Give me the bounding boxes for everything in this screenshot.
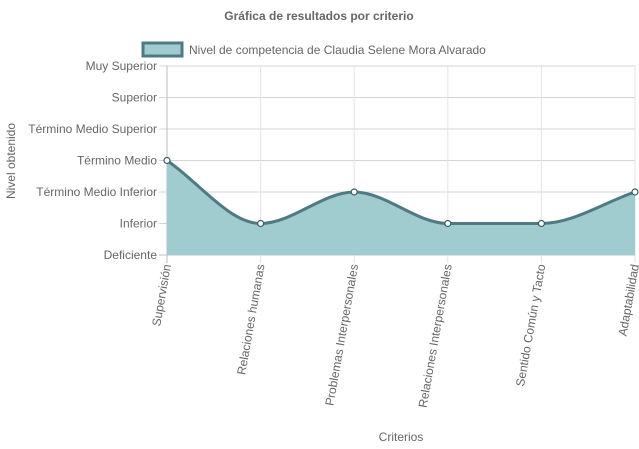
x-tick-label: Supervisión (149, 263, 174, 327)
y-tick-label: Término Medio Inferior (36, 185, 157, 199)
data-point[interactable] (444, 219, 452, 228)
x-tick-label: Problemas Interpersonales (322, 263, 361, 407)
data-points (163, 156, 639, 228)
data-point[interactable] (350, 188, 358, 196)
y-tick-label: Superior (112, 91, 157, 105)
y-tick-label: Término Medio Superior (28, 122, 157, 136)
y-axis-title: Nivel obtenido (4, 123, 18, 199)
series-line (166, 159, 636, 226)
y-tick-label: Deficiente (104, 248, 158, 262)
data-point[interactable] (163, 156, 171, 165)
y-tick-label: Inferior (120, 217, 157, 231)
series-area (166, 159, 636, 255)
x-axis-title: Criterios (379, 430, 424, 444)
chart-title: Gráfica de resultados por criterio (224, 9, 413, 23)
data-point[interactable] (257, 219, 265, 228)
y-axis-ticks: Deficiente Inferior Término Medio Inferior… (28, 59, 157, 262)
data-point[interactable] (537, 219, 546, 228)
x-tick-label: Sentido Común y Tacto (513, 263, 548, 388)
x-tick-label: Adaptabilidad (616, 263, 639, 337)
legend-swatch (141, 41, 184, 58)
x-tick-label: Relaciones humanas (234, 263, 267, 376)
y-tick-label: Término Medio (77, 154, 157, 168)
x-axis-ticks: Supervisión Relaciones humanas Problemas I… (149, 263, 639, 409)
data-point[interactable] (631, 188, 639, 196)
legend[interactable]: Nivel de competencia de Claudia Selene M… (141, 41, 486, 58)
x-tick-label: Relaciones Interpersonales (416, 263, 455, 409)
legend-label: Nivel de competencia de Claudia Selene M… (189, 43, 486, 57)
y-tick-label: Muy Superior (86, 59, 157, 73)
